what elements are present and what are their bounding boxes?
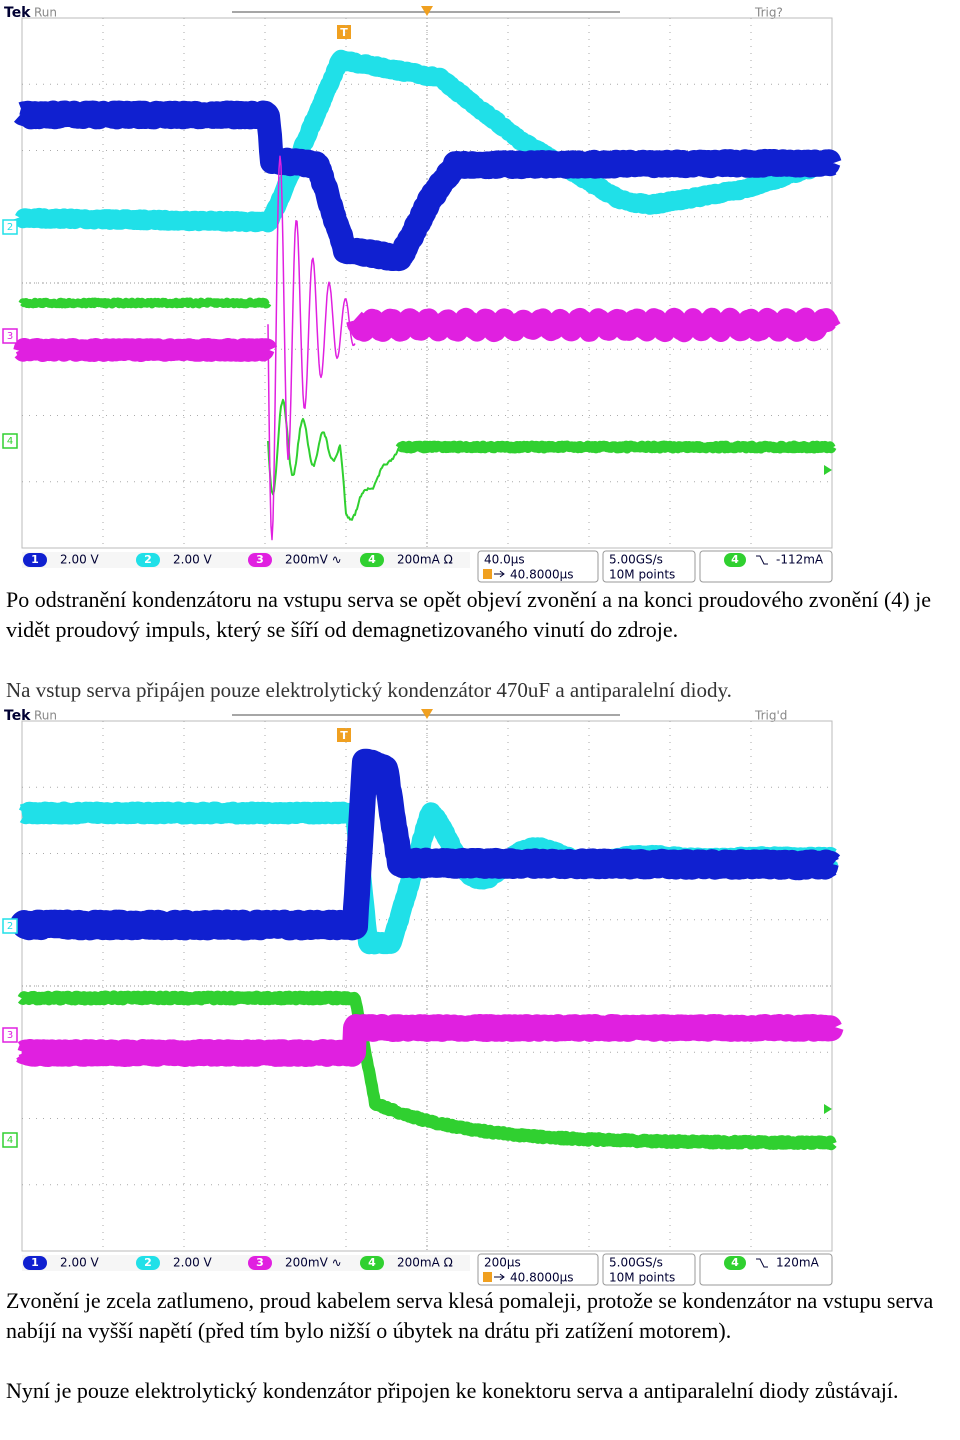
run-status: Run: [34, 6, 57, 20]
paragraph: Zvonění je zcela zatlumeno, proud kabele…: [6, 1288, 934, 1343]
channel-scale: 200mA Ω: [397, 553, 453, 567]
paragraph: Na vstup serva připájen pouze elektrolyt…: [6, 678, 732, 702]
channel-badge: [136, 553, 160, 567]
timebase: 40.0µs: [484, 553, 525, 567]
trigger-pos-arrow: [421, 6, 433, 16]
channel-marker-label: 3: [7, 331, 13, 342]
waveform: [13, 49, 840, 233]
brand: Tek: [4, 5, 31, 21]
readout-box: [602, 550, 696, 583]
channel-number: 4: [368, 553, 376, 566]
slope-icon: [756, 1258, 768, 1268]
readout-bar: [22, 1255, 470, 1271]
waveform: [346, 307, 841, 343]
trigger-marker-box: [337, 728, 351, 742]
paragraph: Nyní je pouze elektrolytický kondenzátor…: [6, 1378, 899, 1403]
channel-number: 3: [256, 553, 264, 566]
channel-scale: 200mV ∿: [285, 553, 342, 567]
record-length: 10M points: [609, 568, 675, 582]
paragraph: Po odstranění kondenzátoru na vstupu ser…: [6, 587, 931, 642]
slope-icon: [756, 555, 768, 565]
channel-number: 2: [144, 1256, 152, 1269]
trigger-level: -112mA: [776, 553, 824, 567]
trigger-state: Trig?: [754, 6, 783, 20]
trigger-level-arrow: [824, 465, 832, 475]
trigger-pos-arrow-icon: [494, 1273, 505, 1281]
channel-badge: [23, 553, 47, 567]
readout-box: [477, 550, 599, 583]
waveform: [267, 155, 356, 541]
trigger-channel-badge: [724, 553, 746, 567]
channel-marker-label: 4: [7, 436, 13, 447]
channel-badge: [136, 1256, 160, 1270]
channel-marker: [2, 219, 18, 235]
readout-box: [602, 1253, 696, 1286]
channel-marker-label: 2: [7, 222, 13, 233]
oscilloscope-screen: Tek Run Trig? T 2 3 4 1 2.00 V 2 2.00 V 3 200mV ∿ 4 20…: [2, 5, 843, 583]
channel-marker: [2, 918, 18, 934]
waveform: [18, 297, 272, 309]
trigger-marker: T: [340, 729, 348, 742]
record-length: 10M points: [609, 1271, 675, 1285]
waveform: [13, 338, 278, 362]
readout-box: [477, 1253, 599, 1286]
waveform: [267, 398, 401, 521]
trigger-channel: 4: [731, 1256, 739, 1269]
waveform: [9, 748, 844, 941]
brand: Tek: [4, 708, 31, 724]
channel-number: 2: [144, 553, 152, 566]
channel-scale: 200mV ∿: [285, 1256, 342, 1270]
channel-scale: 2.00 V: [173, 1256, 213, 1270]
channel-badge: [248, 1256, 272, 1270]
channel-number: 1: [31, 1256, 39, 1269]
trigger-position: 40.8000µs: [510, 1271, 574, 1285]
timebase: 200µs: [484, 1256, 521, 1270]
channel-badge: [23, 1256, 47, 1270]
trigger-pos-arrow: [421, 709, 433, 719]
channel-scale: 200mA Ω: [397, 1256, 453, 1270]
trigger-state: Trig'd: [754, 709, 787, 723]
readout-bar: [22, 552, 470, 568]
waveform: [11, 1014, 844, 1067]
trigger-pos-icon: [483, 569, 492, 579]
channel-number: 1: [31, 553, 39, 566]
trigger-position: 40.8000µs: [510, 568, 574, 582]
channel-badge: [360, 553, 384, 567]
channel-scale: 2.00 V: [60, 1256, 100, 1270]
trigger-marker: T: [340, 26, 348, 39]
channel-badge: [360, 1256, 384, 1270]
channel-marker: [2, 328, 18, 344]
trigger-pos-icon: [483, 1272, 492, 1282]
waveform: [11, 100, 843, 272]
channel-scale: 2.00 V: [60, 553, 100, 567]
trigger-pos-arrow-icon: [494, 570, 505, 578]
channel-marker: [2, 433, 18, 449]
channel-marker-label: 3: [7, 1030, 13, 1041]
channel-scale: 2.00 V: [173, 553, 213, 567]
channel-marker-label: 4: [7, 1135, 13, 1146]
channel-marker-label: 2: [7, 921, 13, 932]
oscilloscope-screen: Tek Run Trig'd T 2 3 4 1 2.00 V 2 2.00 V 3 200mV ∿ 4 2…: [2, 708, 844, 1286]
trigger-channel-badge: [724, 1256, 746, 1270]
channel-number: 4: [368, 1256, 376, 1269]
trigger-level-arrow: [824, 1104, 832, 1114]
channel-number: 3: [256, 1256, 264, 1269]
trigger-level: 120mA: [776, 1256, 820, 1270]
trigger-channel: 4: [731, 553, 739, 566]
channel-marker: [2, 1027, 18, 1043]
sample-rate: 5.00GS/s: [609, 553, 663, 567]
run-status: Run: [34, 709, 57, 723]
waveform: [17, 990, 837, 1151]
channel-marker: [2, 1132, 18, 1148]
waveform: [395, 440, 837, 454]
channel-badge: [248, 553, 272, 567]
trigger-marker-box: [337, 25, 351, 39]
sample-rate: 5.00GS/s: [609, 1256, 663, 1270]
readout-box: [699, 550, 833, 583]
readout-box: [699, 1253, 833, 1286]
